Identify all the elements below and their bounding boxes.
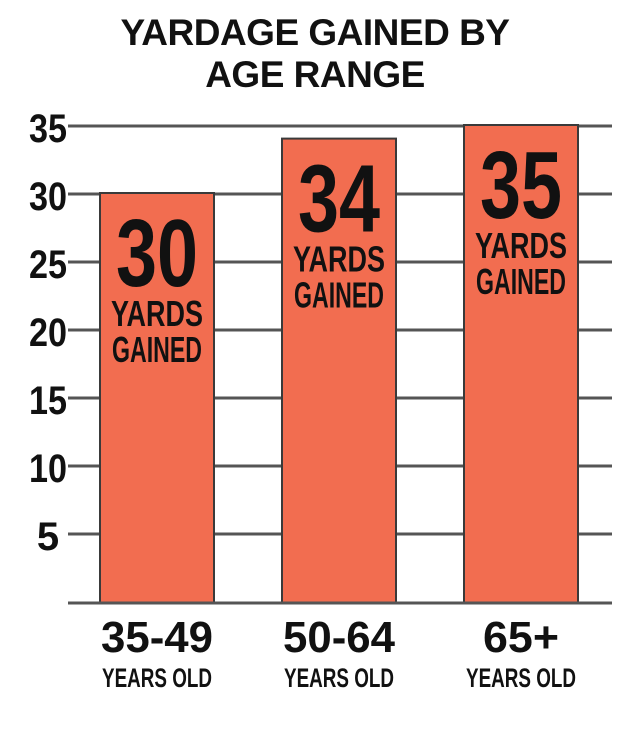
x-category-label: 50-64 [283,613,396,662]
y-tick-label: 35 [29,107,67,151]
bar [465,126,577,602]
bar-caption-label: GAINED [112,329,202,370]
y-tick-label: 15 [29,379,67,423]
x-category-sublabel: YEARS OLD [102,663,212,693]
bar-caption-label: YARDS [111,293,203,334]
bar [283,139,395,602]
chart-title: YARDAGE GAINED BY AGE RANGE [0,12,630,96]
bar-caption-label: GAINED [294,275,384,316]
y-axis-ticks: 5 10 15 20 25 30 35 [29,107,67,559]
y-tick-label: 25 [29,243,67,287]
y-tick-label: 20 [29,311,67,355]
bar-value-label: 34 [298,146,380,253]
x-category-label: 35-49 [101,613,213,662]
bar-value-label: 35 [480,132,562,239]
y-tick-label: 5 [37,515,59,559]
y-tick-label: 30 [29,175,67,219]
bar [101,194,213,602]
bar-caption-label: YARDS [293,239,385,280]
bar-caption-label: YARDS [475,225,567,266]
chart-title-line-1: YARDAGE GAINED BY [120,12,510,53]
bar-caption-label: GAINED [476,261,566,302]
y-tick-label: 10 [29,447,67,491]
x-category-label: 65+ [483,613,559,662]
bars [99,124,579,602]
x-category-sublabel: YEARS OLD [466,663,576,693]
chart-title-line-2: AGE RANGE [205,54,425,95]
bar-value-label: 30 [116,200,198,307]
x-category-sublabel: YEARS OLD [284,663,394,693]
